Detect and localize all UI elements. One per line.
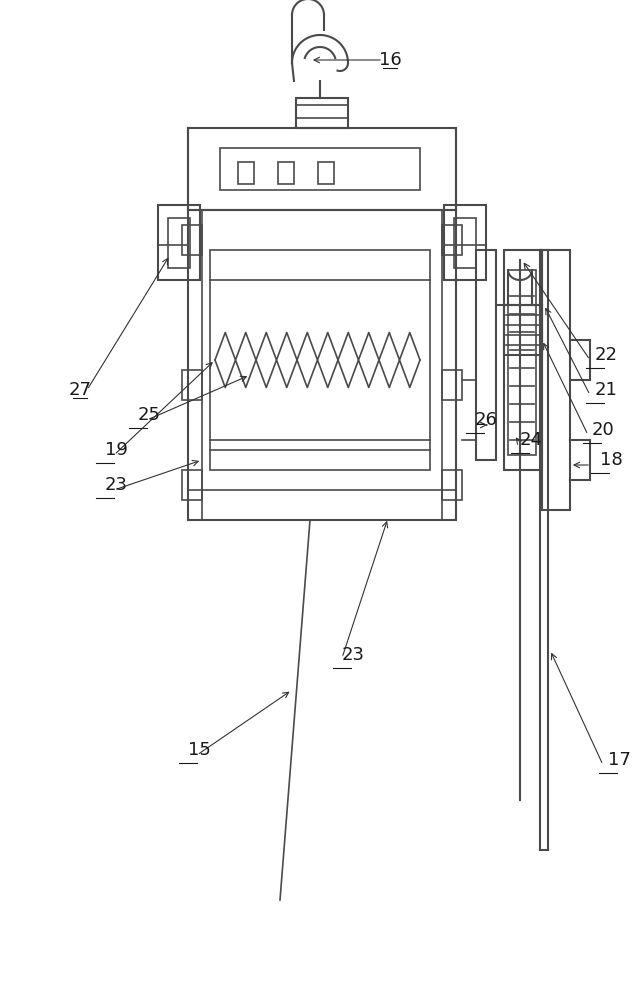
Bar bbox=[182, 225, 202, 255]
Bar bbox=[210, 250, 430, 470]
Text: 24: 24 bbox=[520, 431, 543, 449]
Bar bbox=[188, 210, 456, 520]
Text: 26: 26 bbox=[475, 411, 498, 429]
Bar bbox=[508, 270, 536, 455]
Bar bbox=[220, 148, 420, 190]
Bar bbox=[504, 305, 542, 355]
Bar bbox=[442, 225, 462, 255]
Bar bbox=[278, 162, 294, 184]
Text: 21: 21 bbox=[595, 381, 618, 399]
Bar bbox=[442, 470, 462, 500]
Text: 23: 23 bbox=[105, 476, 128, 494]
Text: 25: 25 bbox=[138, 406, 161, 424]
Text: 15: 15 bbox=[188, 741, 211, 759]
Bar bbox=[158, 205, 200, 280]
Text: 17: 17 bbox=[608, 751, 631, 769]
Text: 22: 22 bbox=[595, 346, 618, 364]
Bar bbox=[168, 218, 190, 268]
Bar bbox=[444, 205, 486, 280]
Text: 23: 23 bbox=[342, 646, 365, 664]
Bar bbox=[504, 250, 542, 470]
Text: 20: 20 bbox=[592, 421, 615, 439]
Bar bbox=[318, 162, 334, 184]
Bar bbox=[182, 370, 202, 400]
Bar bbox=[442, 370, 462, 400]
Bar bbox=[238, 162, 254, 184]
Bar bbox=[296, 98, 348, 128]
Bar bbox=[454, 218, 476, 268]
Bar bbox=[542, 250, 570, 510]
Text: 18: 18 bbox=[600, 451, 623, 469]
Bar bbox=[182, 470, 202, 500]
Bar bbox=[476, 250, 496, 460]
Text: 16: 16 bbox=[379, 51, 401, 69]
Text: 19: 19 bbox=[105, 441, 128, 459]
Bar bbox=[188, 128, 456, 210]
Text: 27: 27 bbox=[68, 381, 91, 399]
